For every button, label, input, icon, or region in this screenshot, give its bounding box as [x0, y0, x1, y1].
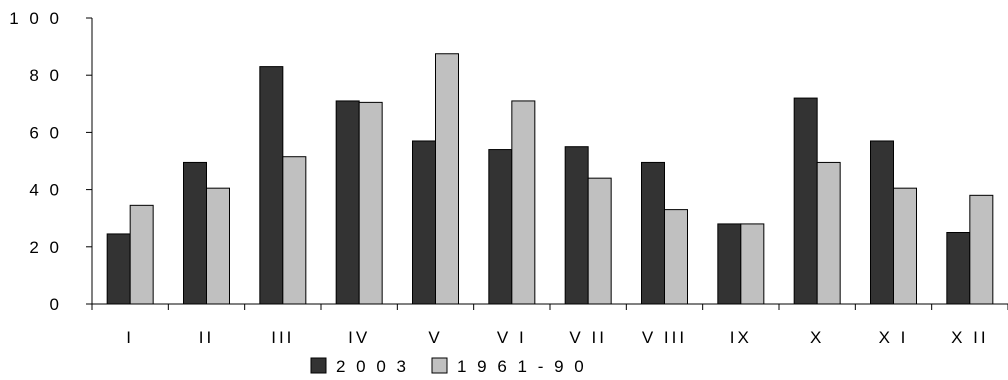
y-tick-label: 2 0: [29, 238, 62, 257]
bar-2003-VI: [488, 149, 513, 305]
x-tick-label: IX: [730, 328, 752, 347]
bar-1961-90-IV: [358, 101, 383, 305]
y-tick-label: 0: [50, 295, 62, 314]
x-tick-label: V III: [642, 328, 687, 347]
bar-1961-90-VI: [511, 100, 536, 305]
bar-1961-90-V: [435, 53, 459, 305]
bar-1961-90-IX: [740, 223, 765, 305]
bar-2003-XII: [946, 232, 971, 305]
bar-2003-XI: [870, 140, 894, 305]
y-tick-label: 4 0: [29, 181, 62, 200]
legend-swatch-2003: [310, 357, 327, 374]
x-tick-label: II: [199, 328, 214, 347]
bar-2003-III: [259, 66, 284, 305]
legend-swatch-1961-90: [431, 357, 448, 374]
bar-1961-90-X: [816, 161, 841, 305]
bar-2003-X: [793, 97, 818, 305]
legend-label-2003: 2 0 0 3: [336, 357, 409, 376]
bars: [106, 53, 994, 305]
legend: 2 0 0 3 1 9 6 1 - 9 0: [310, 357, 587, 376]
bar-1961-90-XI: [893, 187, 917, 305]
x-tick-label: X: [810, 328, 824, 347]
bar-2003-V: [412, 140, 436, 305]
bar-1961-90-VII: [587, 177, 612, 305]
bar-1961-90-VIII: [664, 209, 688, 305]
x-tick-label: IV: [348, 328, 370, 347]
legend-label-1961-90: 1 9 6 1 - 9 0: [457, 357, 587, 376]
bar-2003-VIII: [641, 161, 665, 305]
x-tick-label: V: [428, 328, 442, 347]
bar-2003-IV: [335, 100, 360, 305]
y-tick-label: 1 0 0: [9, 9, 62, 28]
x-tick-label: X I: [879, 328, 909, 347]
bar-2003-VII: [564, 146, 589, 305]
bar-1961-90-III: [282, 156, 307, 305]
bar-2003-I: [106, 233, 131, 305]
bar-1961-90-XII: [969, 194, 994, 305]
x-tick-label: III: [271, 328, 294, 347]
bar-1961-90-I: [129, 204, 154, 305]
x-tick-label: V I: [497, 328, 527, 347]
y-axis: 0 2 0 4 0 6 0 8 0 1 0 0: [9, 9, 93, 314]
x-tick-label: I: [126, 328, 134, 347]
y-tick-label: 8 0: [29, 66, 62, 85]
x-tick-label: X II: [951, 328, 989, 347]
y-tick-label: 6 0: [29, 123, 62, 142]
bar-1961-90-II: [206, 187, 230, 305]
bar-2003-IX: [717, 223, 742, 305]
x-tick-label: V II: [569, 328, 607, 347]
bar-2003-II: [183, 161, 207, 305]
